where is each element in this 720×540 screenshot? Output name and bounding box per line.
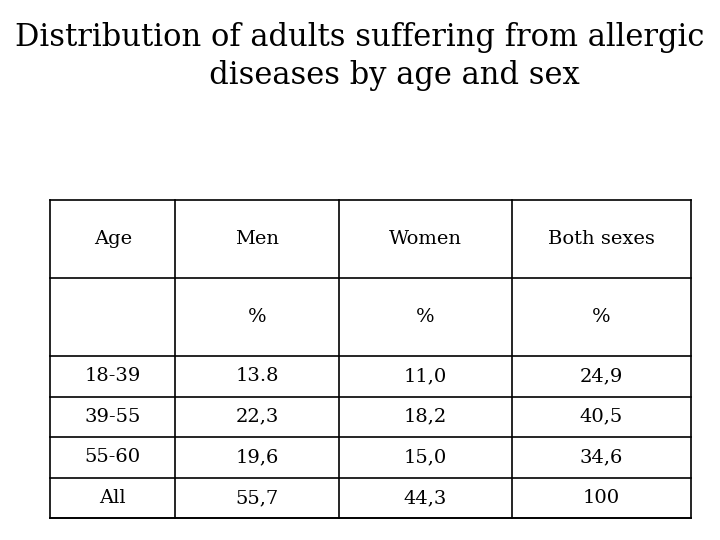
Text: Men: Men xyxy=(235,230,279,248)
Text: 19,6: 19,6 xyxy=(235,448,279,467)
Text: 39-55: 39-55 xyxy=(85,408,141,426)
Text: 18,2: 18,2 xyxy=(404,408,447,426)
Text: 55,7: 55,7 xyxy=(235,489,279,507)
Text: %: % xyxy=(592,308,611,326)
Text: 24,9: 24,9 xyxy=(580,367,624,385)
Text: 55-60: 55-60 xyxy=(85,448,141,467)
Text: 22,3: 22,3 xyxy=(235,408,279,426)
Text: Distribution of adults suffering from allergic
       diseases by age and sex: Distribution of adults suffering from al… xyxy=(15,22,705,91)
Text: Women: Women xyxy=(389,230,462,248)
Text: 15,0: 15,0 xyxy=(404,448,447,467)
Text: 13.8: 13.8 xyxy=(235,367,279,385)
Text: 100: 100 xyxy=(583,489,620,507)
Text: 40,5: 40,5 xyxy=(580,408,623,426)
Text: 34,6: 34,6 xyxy=(580,448,624,467)
Text: All: All xyxy=(99,489,126,507)
Text: 44,3: 44,3 xyxy=(404,489,447,507)
Text: Age: Age xyxy=(94,230,132,248)
Text: %: % xyxy=(248,308,266,326)
Text: %: % xyxy=(416,308,435,326)
Text: 11,0: 11,0 xyxy=(404,367,447,385)
Text: Both sexes: Both sexes xyxy=(548,230,655,248)
Text: 18-39: 18-39 xyxy=(85,367,141,385)
